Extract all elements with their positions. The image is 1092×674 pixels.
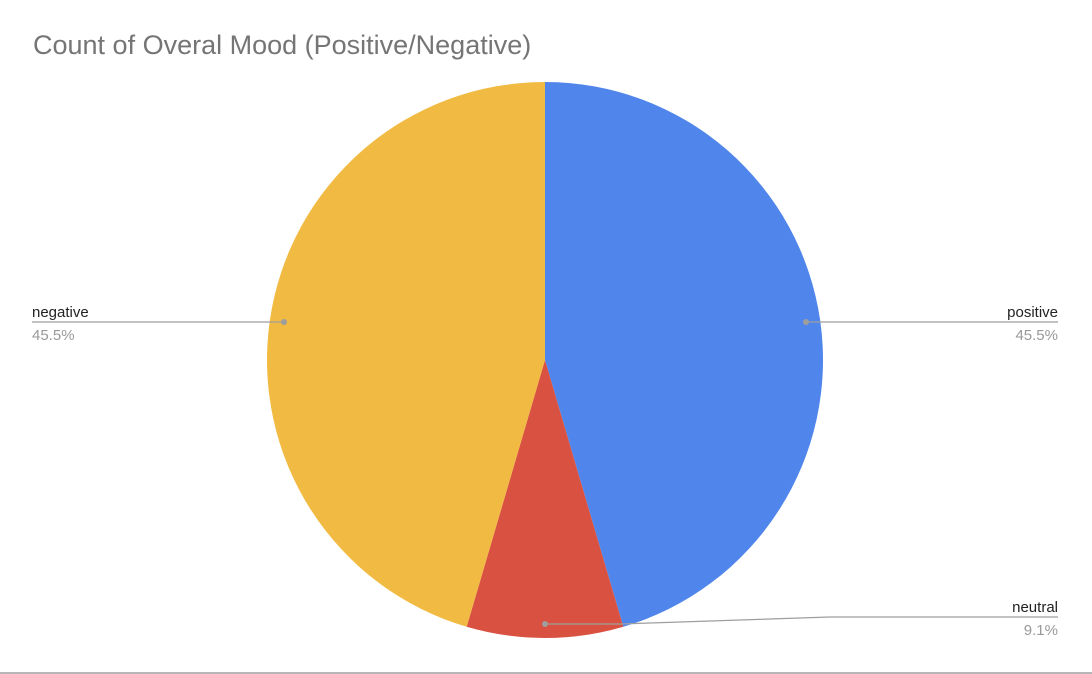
slice-percent-neutral: 9.1% <box>1024 622 1058 639</box>
leader-dot-positive <box>803 319 809 325</box>
leader-dot-negative <box>281 319 287 325</box>
slice-percent-negative: 45.5% <box>32 327 75 344</box>
slice-percent-positive: 45.5% <box>1015 327 1058 344</box>
leader-lines <box>32 319 1058 627</box>
pie-slice-positive <box>545 82 824 627</box>
pie-slice-neutral <box>466 360 624 639</box>
slice-label-positive: positive <box>1007 304 1058 321</box>
slice-label-neutral: neutral <box>1012 599 1058 616</box>
leader-dot-neutral <box>542 621 548 627</box>
pie-slices <box>266 82 824 639</box>
chart-title: Count of Overal Mood (Positive/Negative) <box>33 30 531 60</box>
pie-slice-negative <box>266 82 545 627</box>
leader-line-neutral <box>545 616 1058 625</box>
slice-label-negative: negative <box>32 304 89 321</box>
